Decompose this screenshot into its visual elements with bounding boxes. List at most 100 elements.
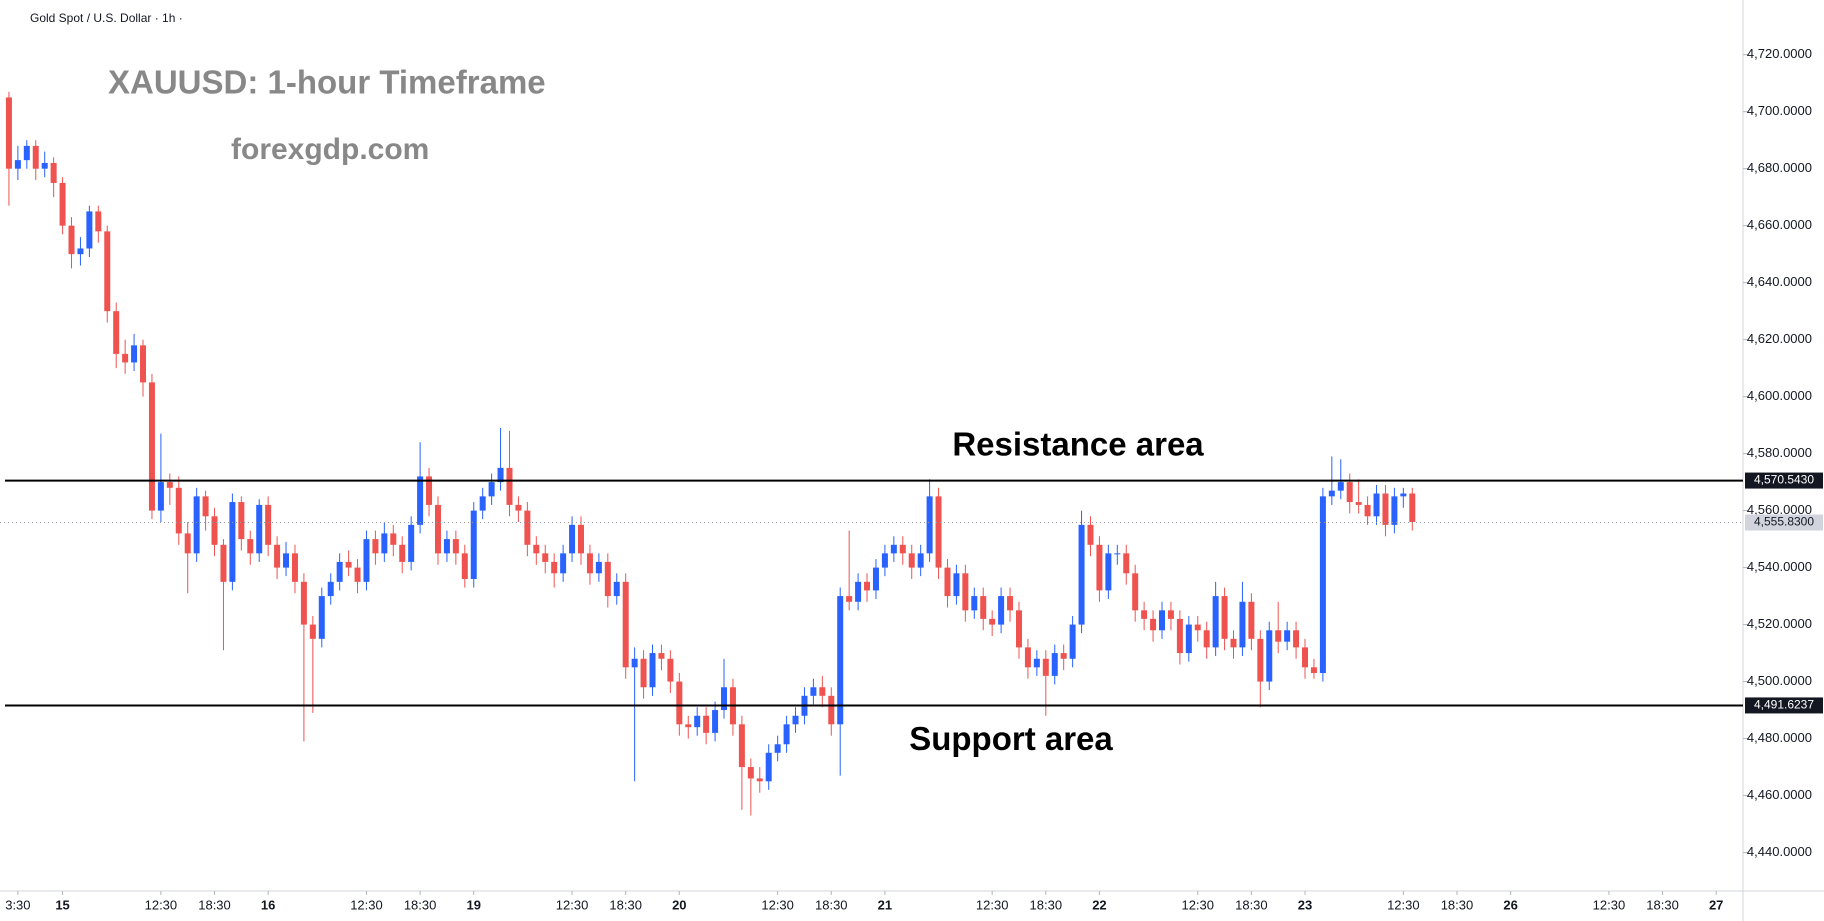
candle-body xyxy=(1248,601,1255,639)
candle-body xyxy=(524,510,531,545)
candle-body xyxy=(265,504,272,545)
candle-body xyxy=(899,544,906,554)
candle-body xyxy=(667,658,674,682)
y-tick-label: 4,620.0000 xyxy=(1747,331,1812,346)
candle-body xyxy=(113,311,120,354)
x-tick-label: 19 xyxy=(467,897,481,912)
candle-body xyxy=(685,724,692,728)
candle-body xyxy=(131,345,138,363)
symbol-header: Gold Spot / U.S. Dollar · 1h · xyxy=(30,11,183,25)
candle-body xyxy=(318,596,325,639)
candle-body xyxy=(1400,493,1407,497)
candle-body xyxy=(426,476,433,505)
candle-body xyxy=(452,539,459,554)
candle-body xyxy=(1024,647,1031,668)
candle-body xyxy=(1346,482,1353,503)
x-tick-label: 21 xyxy=(878,897,892,912)
candle-body xyxy=(721,687,728,711)
candle-body xyxy=(140,345,147,383)
candle-body xyxy=(327,581,334,597)
candle-body xyxy=(300,581,307,625)
candle-body xyxy=(1230,638,1237,648)
candle-body xyxy=(658,653,665,659)
candle-body xyxy=(998,596,1005,625)
candle-body xyxy=(32,145,39,169)
y-tick-label: 4,540.0000 xyxy=(1747,559,1812,574)
y-tick-label: 4,500.0000 xyxy=(1747,673,1812,688)
candle-body xyxy=(104,231,111,312)
candle-body xyxy=(864,581,871,591)
candle-body xyxy=(756,778,763,782)
candle-body xyxy=(792,715,799,725)
y-tick-label: 4,480.0000 xyxy=(1747,730,1812,745)
candle-body xyxy=(1123,553,1130,574)
candle-body xyxy=(1373,493,1380,517)
candle-body xyxy=(1185,624,1192,654)
y-tick-label: 4,700.0000 xyxy=(1747,103,1812,118)
candle-body xyxy=(309,624,316,639)
candle-body xyxy=(935,496,942,568)
candle-body xyxy=(59,182,66,226)
level-label-box xyxy=(1745,472,1823,489)
candle-body xyxy=(50,162,57,183)
y-tick-label: 4,640.0000 xyxy=(1747,274,1812,289)
candle-body xyxy=(434,504,441,554)
candle-body xyxy=(470,510,477,579)
x-tick-label: 27 xyxy=(1709,897,1723,912)
x-tick-label: 12:30 xyxy=(761,897,794,912)
candle-body xyxy=(1015,610,1022,648)
candle-body xyxy=(953,573,960,597)
chart-title: XAUUSD: 1-hour Timeframe xyxy=(108,64,546,101)
x-tick-label: 20 xyxy=(672,897,686,912)
level-annotation: Support area xyxy=(909,720,1113,757)
candle-body xyxy=(166,482,173,488)
candle-body xyxy=(1203,630,1210,648)
candle-body xyxy=(676,681,683,725)
candle-body xyxy=(908,553,915,568)
candle-body xyxy=(390,533,397,545)
candle-body xyxy=(747,767,754,779)
candle-body xyxy=(497,467,504,483)
candle-body xyxy=(551,561,558,574)
x-tick-label: 18:30 xyxy=(609,897,642,912)
candle-body xyxy=(1096,544,1103,591)
candle-body xyxy=(1284,630,1291,642)
candle-body xyxy=(586,553,593,574)
x-tick-label: 26 xyxy=(1503,897,1517,912)
candle-body xyxy=(77,248,84,255)
x-tick-label: 3:30 xyxy=(5,897,30,912)
candle-body xyxy=(1275,630,1282,642)
candle-body xyxy=(890,544,897,554)
candle-body xyxy=(1060,653,1067,659)
candle-body xyxy=(1328,490,1335,497)
x-tick-label: 18:30 xyxy=(815,897,848,912)
candle-body xyxy=(1257,638,1264,682)
candle-body xyxy=(1319,496,1326,674)
candle-body xyxy=(1105,553,1112,591)
candle-body xyxy=(1302,647,1309,668)
candle-body xyxy=(1176,618,1183,654)
candle-body xyxy=(122,353,129,363)
last-price-label: 4,555.8300 xyxy=(1754,515,1814,529)
candle-body xyxy=(1033,658,1040,668)
candle-body xyxy=(1391,496,1398,525)
candle-body xyxy=(980,596,987,619)
y-tick-label: 4,520.0000 xyxy=(1747,616,1812,631)
candle-body xyxy=(944,567,951,597)
candle-body xyxy=(560,553,567,574)
candle-body xyxy=(613,581,620,597)
candle-body xyxy=(1114,553,1121,555)
candle-body xyxy=(1051,653,1058,676)
candle-body xyxy=(443,539,450,554)
level-label: 4,570.5430 xyxy=(1754,473,1814,487)
candle-body xyxy=(202,496,209,517)
candle-body xyxy=(345,561,352,568)
candle-body xyxy=(837,596,844,725)
level-label-box xyxy=(1745,697,1823,714)
candle-body xyxy=(712,710,719,733)
candle-body xyxy=(855,581,862,602)
candle-body xyxy=(291,553,298,582)
candle-body xyxy=(1293,630,1300,648)
candle-body xyxy=(220,544,227,582)
